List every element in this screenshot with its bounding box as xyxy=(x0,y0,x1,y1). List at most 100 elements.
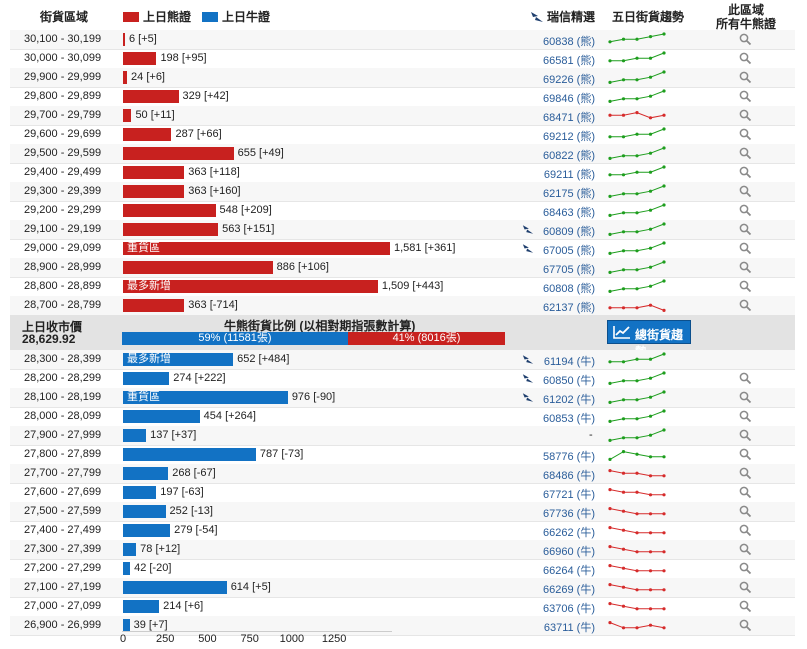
warrant-code[interactable]: 69226 (熊) xyxy=(543,74,595,86)
magnifier-icon[interactable] xyxy=(739,280,752,293)
bear-volume-bar[interactable] xyxy=(123,128,172,141)
warrant-code[interactable]: 66269 (牛) xyxy=(543,584,595,596)
warrant-code[interactable]: 60808 (熊) xyxy=(543,283,595,295)
magnifier-icon[interactable] xyxy=(739,185,752,198)
magnifier-icon[interactable] xyxy=(739,448,752,461)
magnifier-icon[interactable] xyxy=(739,543,752,556)
bear-volume-bar[interactable] xyxy=(123,52,157,65)
warrant-code[interactable]: 58776 (牛) xyxy=(543,451,595,463)
magnifier-icon[interactable] xyxy=(739,467,752,480)
magnifier-icon[interactable] xyxy=(739,524,752,537)
five-day-trend-sparkline xyxy=(608,352,666,364)
warrant-code[interactable]: 67705 (熊) xyxy=(543,264,595,276)
bull-volume-bar[interactable] xyxy=(123,581,227,594)
warrant-code[interactable]: 68463 (熊) xyxy=(543,207,595,219)
warrant-code[interactable]: 66960 (牛) xyxy=(543,546,595,558)
magnifier-icon[interactable] xyxy=(739,166,752,179)
bear-volume-bar[interactable] xyxy=(123,223,219,236)
bear-volume-bar[interactable] xyxy=(123,109,132,122)
warrant-code[interactable]: 68471 (熊) xyxy=(543,112,595,124)
magnifier-icon[interactable] xyxy=(739,410,752,423)
magnifier-icon[interactable] xyxy=(739,505,752,518)
sparkline-point xyxy=(608,232,612,236)
bull-volume-bar[interactable] xyxy=(123,410,200,423)
magnifier-icon[interactable] xyxy=(739,33,752,46)
warrant-code[interactable]: 60853 (牛) xyxy=(543,413,595,425)
magnifier-icon[interactable] xyxy=(739,581,752,594)
overall-trend-button[interactable]: 總街貨趨勢 xyxy=(607,320,691,359)
magnifier-icon[interactable] xyxy=(739,223,752,236)
warrant-code[interactable]: 67736 (牛) xyxy=(543,508,595,520)
warrant-code[interactable]: 68486 (牛) xyxy=(543,470,595,482)
bear-volume-bar[interactable] xyxy=(123,147,234,160)
warrant-code[interactable]: 66581 (熊) xyxy=(543,55,595,67)
sparkline-point xyxy=(662,279,666,283)
bear-volume-bar[interactable] xyxy=(123,261,273,274)
bull-volume-bar[interactable] xyxy=(123,562,131,575)
ubs-keys-icon xyxy=(522,244,534,253)
bear-volume-bar[interactable] xyxy=(123,71,128,84)
warrant-code[interactable]: 61194 (牛) xyxy=(543,356,595,368)
warrant-code[interactable]: 61202 (牛) xyxy=(543,394,595,406)
magnifier-icon[interactable] xyxy=(739,128,752,141)
warrant-code[interactable]: 63711 (牛) xyxy=(543,622,595,634)
magnifier-icon[interactable] xyxy=(739,204,752,217)
magnifier-icon[interactable] xyxy=(739,562,752,575)
bull-volume-bar[interactable] xyxy=(123,429,147,442)
bull-volume-bar[interactable] xyxy=(123,543,137,556)
sparkline-point xyxy=(648,474,653,478)
bull-volume-bar[interactable] xyxy=(123,524,171,537)
bull-volume-bar[interactable] xyxy=(123,619,130,632)
magnifier-icon[interactable] xyxy=(739,372,752,385)
bull-volume-bar[interactable] xyxy=(123,486,157,499)
bear-volume-bar[interactable] xyxy=(123,33,125,46)
magnifier-icon[interactable] xyxy=(739,391,752,404)
magnifier-icon[interactable] xyxy=(739,600,752,613)
warrant-code[interactable]: 60838 (熊) xyxy=(543,36,595,48)
bear-volume-bar[interactable] xyxy=(123,299,185,312)
magnifier-icon[interactable] xyxy=(739,261,752,274)
warrant-code[interactable]: 62175 (熊) xyxy=(543,188,595,200)
bull-volume-bar[interactable] xyxy=(123,505,166,518)
magnifier-icon[interactable] xyxy=(739,71,752,84)
warrant-code[interactable]: 69846 (熊) xyxy=(543,93,595,105)
warrant-code[interactable]: 60822 (熊) xyxy=(543,150,595,162)
magnifier-icon[interactable] xyxy=(739,486,752,499)
warrant-code[interactable]: 69211 (熊) xyxy=(543,169,595,181)
warrant-code[interactable]: 63706 (牛) xyxy=(543,603,595,615)
bear-volume-bar[interactable] xyxy=(123,185,185,198)
warrant-code[interactable]: 62137 (熊) xyxy=(543,302,595,314)
bull-volume-bar[interactable] xyxy=(123,448,256,461)
bear-volume-bar[interactable] xyxy=(123,90,179,103)
bear-volume-bar[interactable] xyxy=(123,166,185,179)
bear-volume-bar[interactable]: 重貨區 xyxy=(123,242,390,255)
magnifier-icon[interactable] xyxy=(739,147,752,160)
volume-label: 548 [+209] xyxy=(219,204,272,216)
magnifier-icon[interactable] xyxy=(739,242,752,255)
bull-volume-bar[interactable] xyxy=(123,600,160,613)
bull-volume-bar[interactable] xyxy=(123,372,170,385)
bear-volume-bar[interactable]: 最多新增 xyxy=(123,280,378,293)
warrant-code[interactable]: 60850 (牛) xyxy=(543,375,595,387)
warrant-code[interactable]: 60809 (熊) xyxy=(543,226,595,238)
magnifier-icon[interactable] xyxy=(739,429,752,442)
magnifier-icon[interactable] xyxy=(739,52,752,65)
magnifier-icon[interactable] xyxy=(739,90,752,103)
warrant-code[interactable]: 69212 (熊) xyxy=(543,131,595,143)
warrant-code[interactable]: 66264 (牛) xyxy=(543,565,595,577)
ubs-keys-icon xyxy=(522,225,534,234)
sparkline-point xyxy=(635,211,639,215)
magnifier-icon[interactable] xyxy=(739,619,752,632)
warrant-code[interactable]: 66262 (牛) xyxy=(543,527,595,539)
bull-volume-bar[interactable]: 最多新增 xyxy=(123,353,234,366)
warrant-code[interactable]: 67721 (牛) xyxy=(543,489,595,501)
bull-volume-bar[interactable] xyxy=(123,467,169,480)
table-row: 27,600 - 27,699 197 [-63] 67721 (牛) xyxy=(10,483,795,503)
bear-volume-bar[interactable] xyxy=(123,204,216,217)
sparkline-point xyxy=(648,227,653,231)
bull-volume-bar[interactable]: 重貨區 xyxy=(123,391,288,404)
magnifier-icon[interactable] xyxy=(739,109,752,122)
warrant-code[interactable]: 67005 (熊) xyxy=(543,245,595,257)
magnifier-icon[interactable] xyxy=(739,299,752,312)
sparkline-point xyxy=(608,59,612,63)
